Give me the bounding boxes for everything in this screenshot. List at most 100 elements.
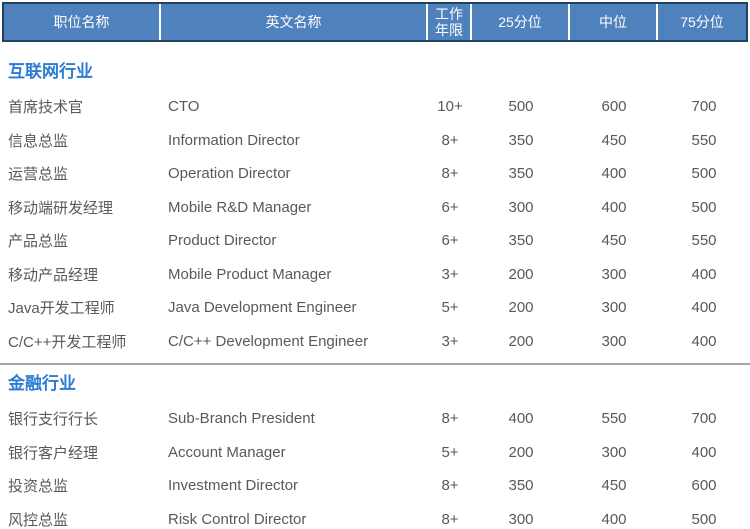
work-years-cell: 8+ xyxy=(441,510,459,528)
p25-cell: 400 xyxy=(508,410,534,428)
position-name-cell: 银行客户经理 xyxy=(8,444,99,462)
english-name-cell: Information Director xyxy=(168,131,300,149)
p75-cell: 400 xyxy=(691,265,717,283)
table-row: Java开发工程师 Java Development Engineer 5+ 2… xyxy=(0,291,750,325)
p75-cell: 400 xyxy=(691,443,717,461)
p75-cell: 700 xyxy=(691,410,717,428)
table-row: 银行客户经理 Account Manager 5+ 200 300 400 xyxy=(0,436,750,470)
column-header-work-years: 工作年限 xyxy=(428,4,472,40)
table-row: 风控总监 Risk Control Director 8+ 300 400 50… xyxy=(0,503,750,529)
section-rows: 银行支行行长 Sub-Branch President 8+ 400 550 7… xyxy=(0,402,750,529)
position-name-cell: 投资总监 xyxy=(8,478,69,496)
p25-cell: 350 xyxy=(508,232,534,250)
work-years-cell: 5+ xyxy=(441,299,459,317)
english-name-cell: Mobile R&D Manager xyxy=(168,198,312,216)
p25-cell: 300 xyxy=(508,510,534,528)
p75-cell: 550 xyxy=(691,131,717,149)
median-cell: 450 xyxy=(601,477,627,495)
p25-cell: 200 xyxy=(508,265,534,283)
english-name-cell: Mobile Product Manager xyxy=(168,265,332,283)
median-cell: 300 xyxy=(601,443,627,461)
work-years-cell: 3+ xyxy=(441,265,459,283)
column-header-p75: 75分位 xyxy=(680,13,724,30)
median-cell: 600 xyxy=(601,98,627,116)
english-name-cell: Operation Director xyxy=(168,165,291,183)
table-row: 运营总监 Operation Director 8+ 350 400 500 xyxy=(0,157,750,191)
median-cell: 400 xyxy=(601,165,627,183)
p75-cell: 500 xyxy=(691,510,717,528)
position-name-cell: 首席技术官 xyxy=(8,99,84,117)
english-name-cell: Investment Director xyxy=(168,477,299,495)
work-years-cell: 6+ xyxy=(441,198,459,216)
p75-cell: 500 xyxy=(691,198,717,216)
table-row: 投资总监 Investment Director 8+ 350 450 600 xyxy=(0,469,750,503)
median-cell: 400 xyxy=(601,198,627,216)
median-cell: 300 xyxy=(601,265,627,283)
position-name-cell: 运营总监 xyxy=(8,166,69,184)
column-header-english-name: 英文名称 xyxy=(161,4,428,40)
english-name-cell: Product Director xyxy=(168,232,277,250)
work-years-cell: 5+ xyxy=(441,443,459,461)
column-header-p25: 25分位 xyxy=(472,4,570,40)
position-name-cell: Java开发工程师 xyxy=(8,300,115,318)
work-years-cell: 8+ xyxy=(441,165,459,183)
median-cell: 300 xyxy=(601,299,627,317)
median-cell: 450 xyxy=(601,131,627,149)
p25-cell: 200 xyxy=(508,332,534,350)
section-title: 金融行业 xyxy=(8,374,76,393)
p75-cell: 550 xyxy=(691,232,717,250)
p25-cell: 200 xyxy=(508,443,534,461)
position-name-cell: 移动产品经理 xyxy=(8,266,99,284)
position-name-cell: C/C++开发工程师 xyxy=(8,333,127,351)
p75-cell: 400 xyxy=(691,332,717,350)
section-divider xyxy=(0,363,750,365)
industry-section: 互联网行业 首席技术官 CTO 10+ 500 600 700 信息总监 Inf… xyxy=(0,62,750,358)
work-years-cell: 8+ xyxy=(441,131,459,149)
table-row: 银行支行行长 Sub-Branch President 8+ 400 550 7… xyxy=(0,402,750,436)
english-name-cell: C/C++ Development Engineer xyxy=(168,332,369,350)
work-years-cell: 8+ xyxy=(441,410,459,428)
table-row: C/C++开发工程师 C/C++ Development Engineer 3+… xyxy=(0,325,750,359)
industry-section: 金融行业 银行支行行长 Sub-Branch President 8+ 400 … xyxy=(0,363,750,529)
english-name-cell: CTO xyxy=(168,98,200,116)
position-name-cell: 移动端研发经理 xyxy=(8,199,114,217)
column-header-median: 中位 xyxy=(570,4,658,40)
p25-cell: 200 xyxy=(508,299,534,317)
p25-cell: 350 xyxy=(508,477,534,495)
p25-cell: 350 xyxy=(508,165,534,183)
p75-cell: 700 xyxy=(691,98,717,116)
p75-cell: 600 xyxy=(691,477,717,495)
median-cell: 300 xyxy=(601,332,627,350)
table-row: 产品总监 Product Director 6+ 350 450 550 xyxy=(0,224,750,258)
section-rows: 首席技术官 CTO 10+ 500 600 700 信息总监 Informati… xyxy=(0,90,750,358)
median-cell: 400 xyxy=(601,510,627,528)
english-name-cell: Java Development Engineer xyxy=(168,299,357,317)
table-row: 移动端研发经理 Mobile R&D Manager 6+ 300 400 50… xyxy=(0,191,750,225)
section-title: 互联网行业 xyxy=(8,62,93,81)
p25-cell: 500 xyxy=(508,98,534,116)
p75-cell: 400 xyxy=(691,299,717,317)
table-row: 信息总监 Information Director 8+ 350 450 550 xyxy=(0,124,750,158)
table-body: 互联网行业 首席技术官 CTO 10+ 500 600 700 信息总监 Inf… xyxy=(0,62,750,529)
p75-cell: 500 xyxy=(691,165,717,183)
p25-cell: 350 xyxy=(508,131,534,149)
english-name-cell: Sub-Branch President xyxy=(168,410,315,428)
column-header-position-name: 职位名称 xyxy=(4,4,161,40)
english-name-cell: Account Manager xyxy=(168,443,286,461)
p25-cell: 300 xyxy=(508,198,534,216)
median-cell: 550 xyxy=(601,410,627,428)
position-name-cell: 产品总监 xyxy=(8,233,69,251)
work-years-cell: 6+ xyxy=(441,232,459,250)
position-name-cell: 银行支行行长 xyxy=(8,411,99,429)
median-cell: 450 xyxy=(601,232,627,250)
position-name-cell: 风控总监 xyxy=(8,511,69,529)
table-header-row: 职位名称 英文名称 工作年限 25分位 中位 75分位 xyxy=(2,2,748,42)
table-row: 首席技术官 CTO 10+ 500 600 700 xyxy=(0,90,750,124)
position-name-cell: 信息总监 xyxy=(8,132,69,150)
table-row: 移动产品经理 Mobile Product Manager 3+ 200 300… xyxy=(0,258,750,292)
work-years-cell: 8+ xyxy=(441,477,459,495)
english-name-cell: Risk Control Director xyxy=(168,510,307,528)
work-years-cell: 3+ xyxy=(441,332,459,350)
work-years-cell: 10+ xyxy=(437,98,463,116)
